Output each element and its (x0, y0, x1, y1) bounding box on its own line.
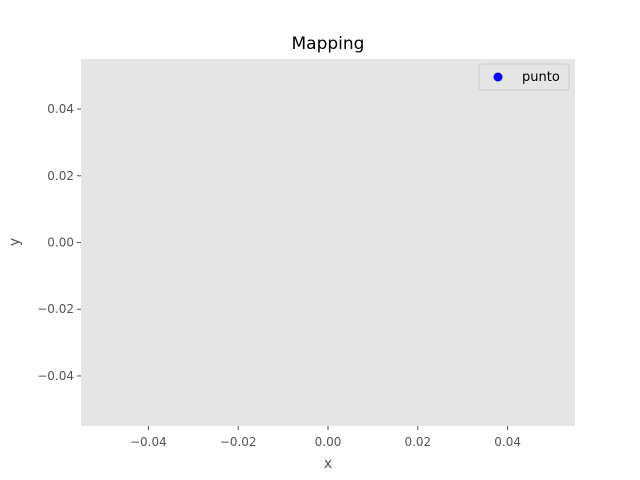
y-tick-label: 0.00 (47, 236, 74, 250)
x-tick-label: 0.00 (315, 435, 342, 449)
legend-box (478, 63, 570, 91)
x-tick-label: −0.02 (220, 435, 257, 449)
x-tick-label: 0.04 (494, 435, 521, 449)
legend: punto (478, 63, 570, 91)
legend-label-punto: punto (522, 70, 560, 85)
plot-area (81, 59, 575, 426)
y-tick-label: 0.02 (47, 169, 74, 183)
x-tick-label: −0.04 (130, 435, 167, 449)
y-tick-label: −0.04 (37, 369, 74, 383)
chart-title: Mapping (292, 34, 365, 54)
x-axis-label: x (324, 456, 332, 472)
legend-marker-punto (493, 72, 503, 82)
x-tick-label: 0.02 (404, 435, 431, 449)
x-axis-ticks: −0.04 −0.02 0.00 0.02 0.04 (130, 426, 521, 449)
y-axis-ticks: −0.04 −0.02 0.00 0.02 0.04 (37, 102, 81, 383)
y-axis-label: y (7, 238, 23, 246)
y-tick-label: −0.02 (37, 302, 74, 316)
y-tick-label: 0.04 (47, 102, 74, 116)
